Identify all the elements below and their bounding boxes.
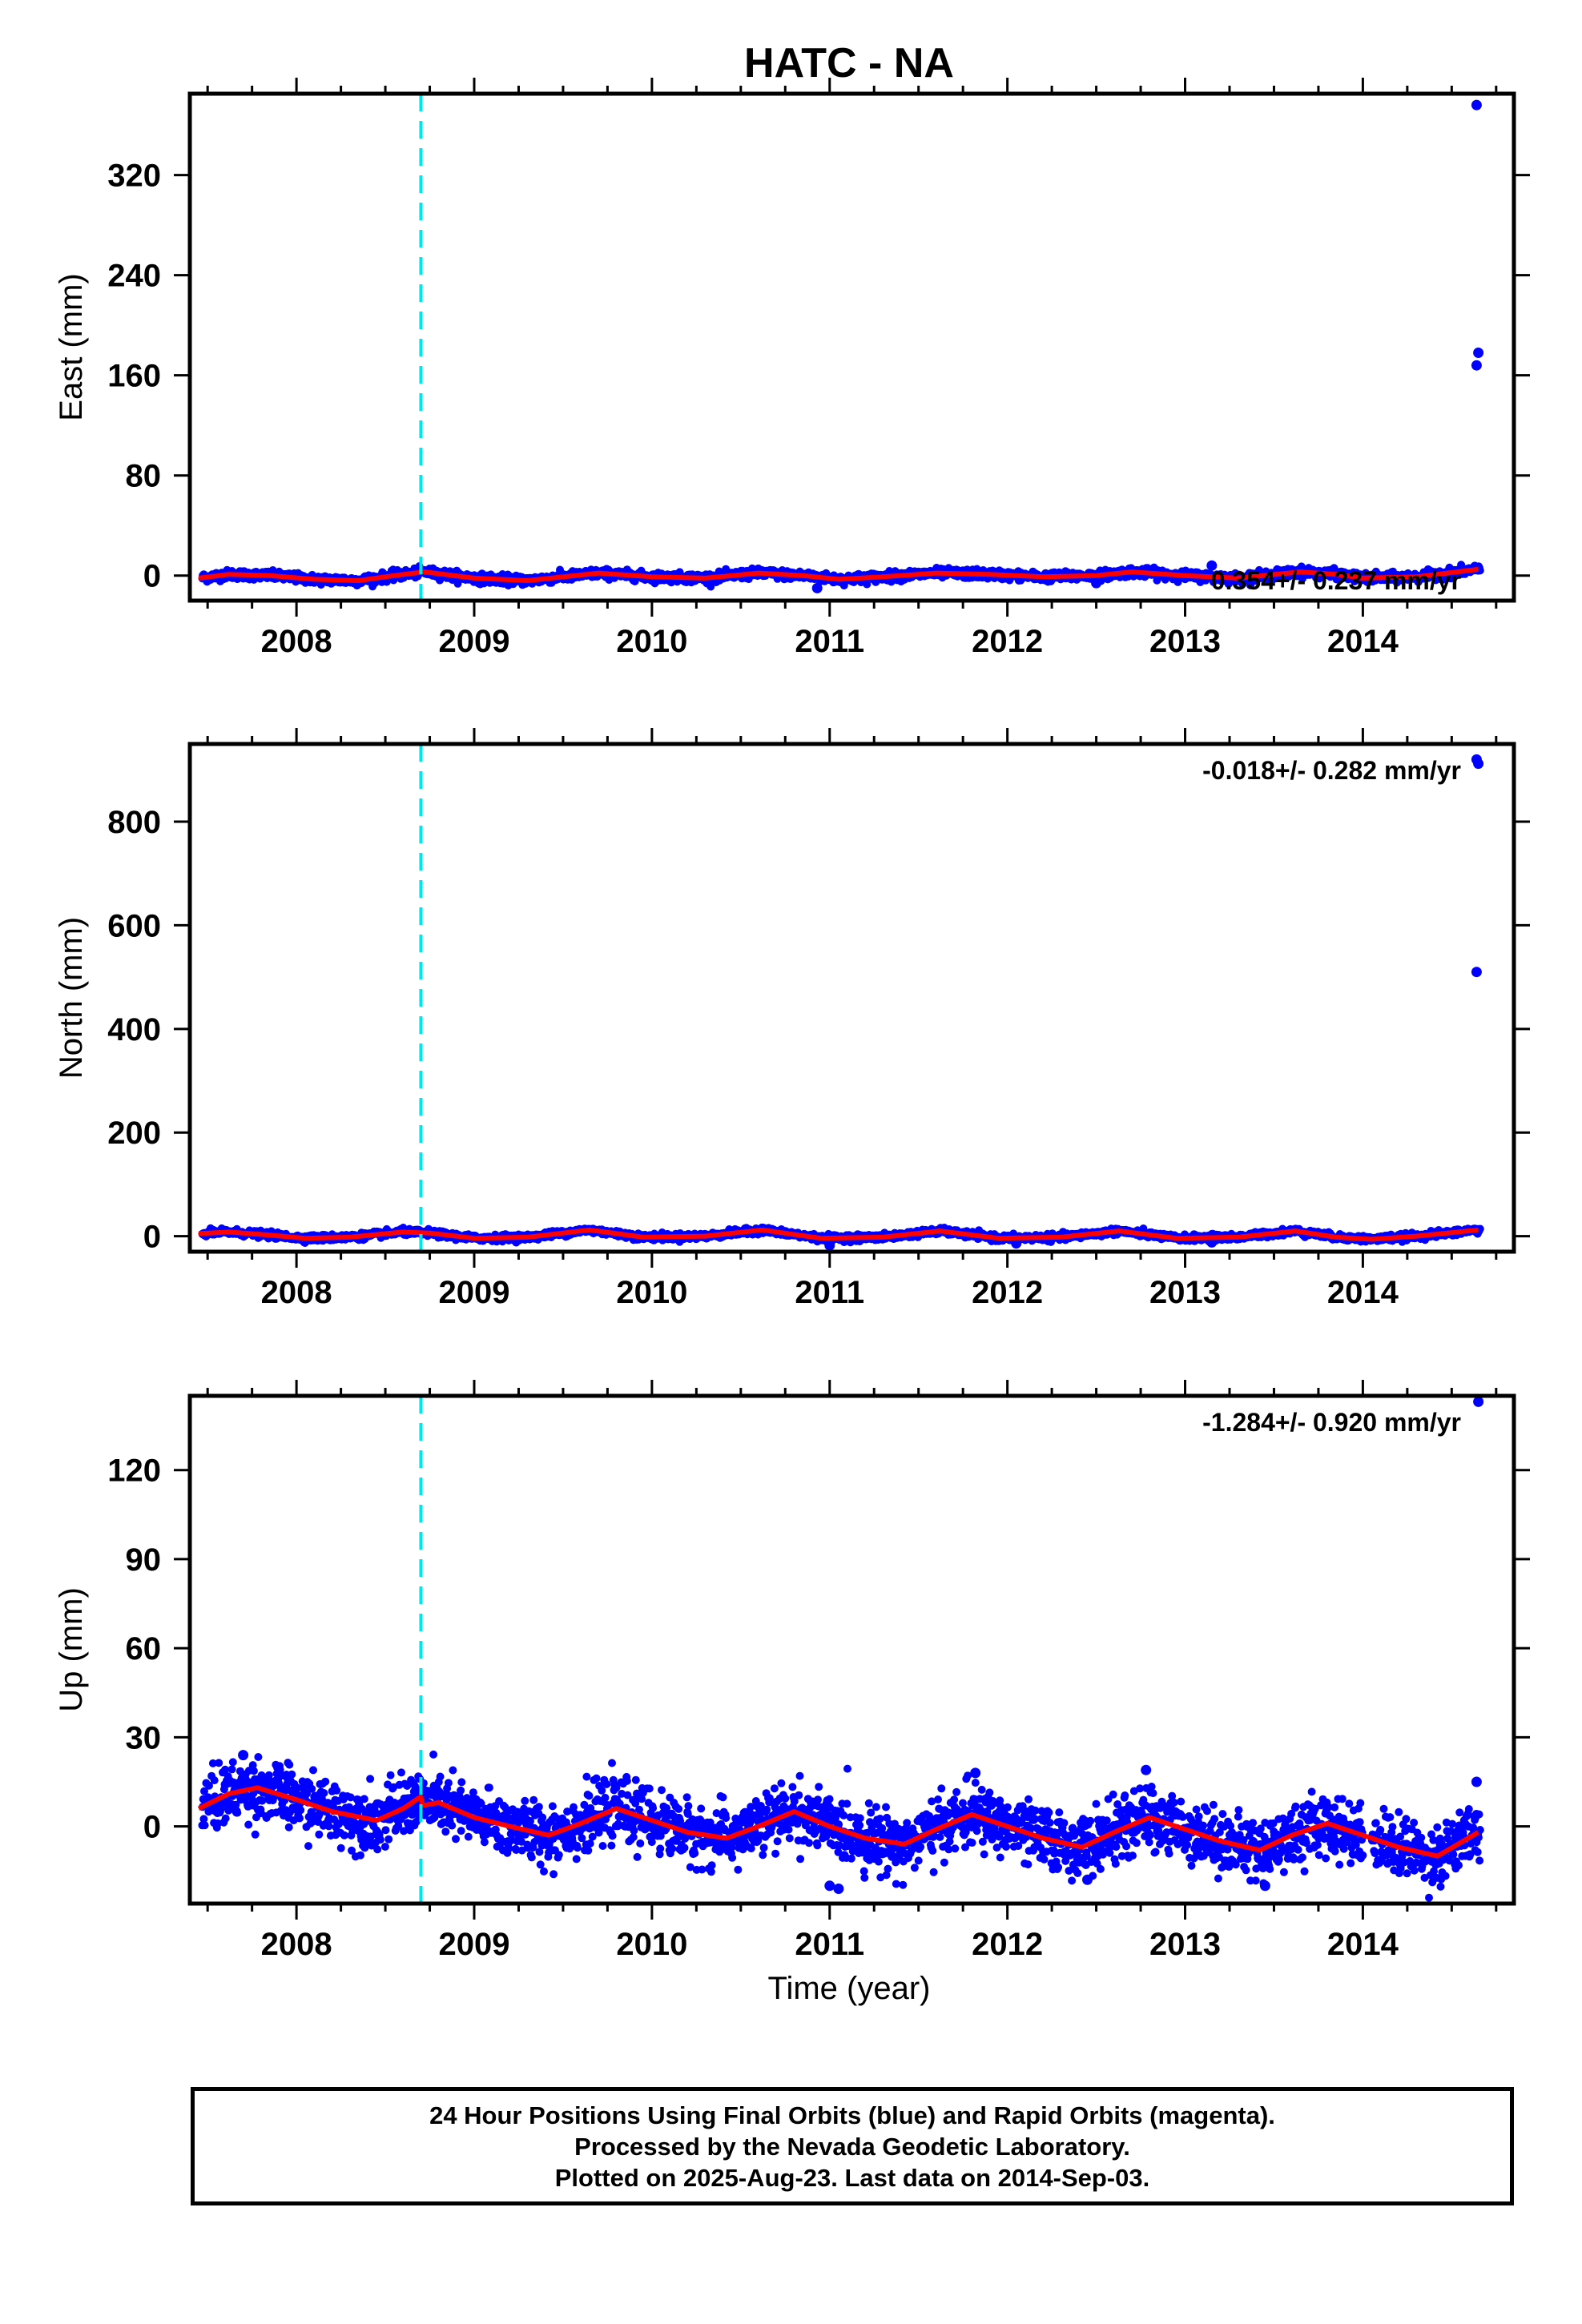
- outlier-point: [1206, 560, 1218, 571]
- outlier-point: [1473, 348, 1484, 358]
- x-tick-label: 2012: [972, 624, 1043, 659]
- x-tick-label: 2009: [439, 624, 510, 659]
- y-tick-label: 320: [107, 159, 161, 194]
- north-panel: 2008 2009 2010 2011 2012 2013 2014020040060080…: [54, 728, 1530, 1310]
- x-tick-label: 2014: [1327, 624, 1399, 659]
- outlier-point: [1471, 99, 1482, 111]
- x-tick-label: 2011: [795, 624, 864, 659]
- y-tick-label: 240: [107, 259, 161, 294]
- east-data-points: [198, 99, 1484, 593]
- y-tick-label: 80: [126, 459, 162, 494]
- x-tick-label: 2010: [616, 624, 687, 659]
- chart-title: HATC - NA: [744, 40, 954, 86]
- north-data-points: [198, 754, 1484, 1251]
- east-plot-area: [198, 94, 1484, 601]
- east-frame: [187, 91, 1516, 603]
- y-tick-label: 0: [143, 559, 161, 594]
- y-tick-label: 160: [107, 359, 161, 394]
- north-plot-area: [198, 744, 1484, 1252]
- outlier-point: [1471, 360, 1482, 371]
- outlier-point: [811, 582, 823, 593]
- east-rate-label: 0.354+/- 0.237 mm/yr: [1211, 566, 1461, 595]
- east-axis-label: East (mm): [54, 273, 89, 420]
- panels: 2008 2009 2010 2011 2012 2013 2014 0 80 160 240 320…: [54, 78, 1530, 1962]
- x-tick-label: 2008: [261, 624, 332, 659]
- data-point: [863, 580, 872, 589]
- x-tick-label: 2013: [1149, 624, 1221, 659]
- outlier-point: [1091, 577, 1102, 589]
- east-panel: 2008 2009 2010 2011 2012 2013 2014 0 80 160 240 320…: [54, 78, 1530, 659]
- east-model-line: [198, 566, 1479, 583]
